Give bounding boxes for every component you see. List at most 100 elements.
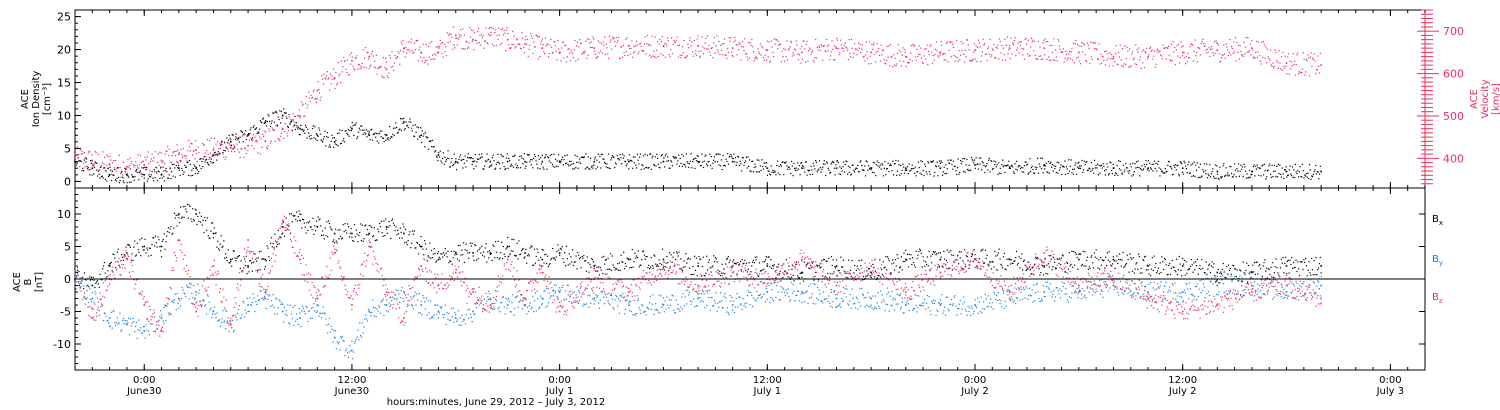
bx-sample xyxy=(837,270,839,272)
bx-sample xyxy=(189,205,191,208)
velocity-sample xyxy=(1266,48,1269,50)
density-sample xyxy=(628,154,631,156)
density-sample xyxy=(697,155,699,158)
velocity-sample xyxy=(1184,57,1186,59)
bx-sample xyxy=(457,244,459,247)
bx-sample xyxy=(74,280,76,282)
bx-sample xyxy=(628,258,630,261)
velocity-sample xyxy=(121,171,123,173)
x-tick-date-label: June30 xyxy=(126,386,162,397)
density-sample xyxy=(1060,164,1062,166)
density-sample xyxy=(800,162,802,164)
velocity-sample xyxy=(103,156,106,159)
velocity-sample xyxy=(730,37,732,39)
velocity-point xyxy=(385,68,388,71)
density-sample xyxy=(529,161,531,163)
density-sample xyxy=(315,132,318,135)
bx-point xyxy=(489,252,492,254)
density-sample xyxy=(312,125,314,127)
bx-sample xyxy=(452,257,454,259)
density-sample xyxy=(1045,162,1047,164)
velocity-sample xyxy=(1179,56,1181,59)
density-sample xyxy=(533,157,535,160)
density-sample xyxy=(1291,166,1293,168)
bx-sample xyxy=(916,257,918,260)
velocity-sample xyxy=(685,55,687,57)
velocity-point xyxy=(195,149,197,151)
velocity-sample xyxy=(1108,65,1110,67)
bx-sample xyxy=(304,226,306,228)
velocity-sample xyxy=(537,58,540,60)
bx-sample xyxy=(871,273,873,275)
density-sample xyxy=(1017,166,1019,168)
bx-sample xyxy=(552,257,555,259)
velocity-sample xyxy=(154,151,156,153)
velocity-sample xyxy=(639,43,642,45)
density-sample xyxy=(794,169,797,171)
bx-sample xyxy=(512,250,514,252)
bx-sample xyxy=(855,269,858,272)
velocity-sample xyxy=(1075,39,1077,42)
bx-sample xyxy=(396,234,398,236)
density-sample xyxy=(558,160,561,162)
density-sample xyxy=(598,161,600,163)
velocity-sample xyxy=(1304,71,1307,73)
bx-sample xyxy=(952,254,954,257)
density-sample xyxy=(131,174,133,176)
velocity-sample xyxy=(1246,51,1248,53)
bx-sample xyxy=(566,258,569,260)
velocity-sample xyxy=(878,47,880,49)
velocity-sample xyxy=(1216,42,1218,44)
density-sample xyxy=(177,165,180,167)
bx-sample xyxy=(293,215,295,217)
density-sample xyxy=(804,161,807,163)
velocity-sample xyxy=(208,158,210,161)
velocity-point xyxy=(333,77,336,79)
bx-sample xyxy=(468,257,470,259)
density-sample xyxy=(295,122,297,124)
velocity-sample xyxy=(302,103,304,105)
bx-sample xyxy=(133,246,135,248)
density-sample xyxy=(704,155,706,157)
bx-point xyxy=(351,232,353,235)
velocity-sample xyxy=(1132,58,1135,61)
velocity-point xyxy=(1320,64,1322,66)
velocity-sample xyxy=(751,38,753,40)
density-sample xyxy=(88,169,90,171)
density-sample xyxy=(620,157,622,159)
bx-sample xyxy=(708,259,710,261)
density-sample xyxy=(406,125,408,127)
velocity-sample xyxy=(146,156,149,158)
density-sample xyxy=(818,160,821,162)
density-sample xyxy=(184,166,187,169)
velocity-sample xyxy=(1023,48,1025,50)
density-sample xyxy=(404,128,406,130)
velocity-sample xyxy=(861,44,864,46)
density-sample xyxy=(237,139,239,141)
velocity-sample xyxy=(389,57,392,59)
density-sample xyxy=(1308,177,1310,180)
bx-sample xyxy=(816,265,819,268)
density-sample xyxy=(340,142,342,144)
velocity-sample xyxy=(709,51,711,53)
velocity-sample xyxy=(484,40,486,42)
velocity-sample xyxy=(899,51,902,53)
density-sample xyxy=(96,175,99,177)
bx-sample xyxy=(621,261,623,263)
density-sample xyxy=(602,158,604,160)
bx-sample xyxy=(101,279,103,281)
velocity-sample xyxy=(512,43,515,46)
velocity-sample xyxy=(1188,56,1190,59)
bx-sample xyxy=(320,225,322,227)
bx-sample xyxy=(141,246,144,248)
density-sample xyxy=(91,174,93,176)
velocity-sample xyxy=(104,169,106,171)
velocity-sample xyxy=(523,47,525,49)
density-sample xyxy=(463,162,466,164)
bx-sample xyxy=(794,266,796,268)
velocity-sample xyxy=(210,137,212,139)
density-sample xyxy=(453,153,455,155)
bx-sample xyxy=(599,267,601,269)
density-sample xyxy=(531,159,533,161)
velocity-sample xyxy=(780,43,782,45)
